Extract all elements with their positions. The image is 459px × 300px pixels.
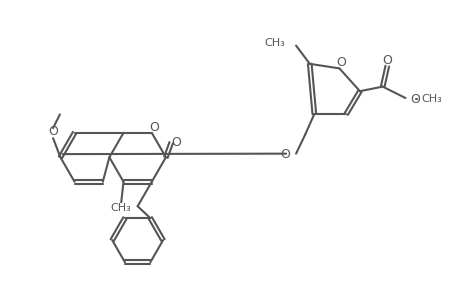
Text: CH₃: CH₃ (111, 203, 131, 213)
Text: O: O (48, 125, 58, 138)
Text: O: O (381, 54, 392, 67)
Text: O: O (410, 93, 420, 106)
Text: O: O (336, 56, 346, 69)
Text: CH₃: CH₃ (263, 38, 284, 48)
Text: O: O (171, 136, 181, 149)
Text: O: O (149, 121, 159, 134)
Text: O: O (279, 148, 289, 161)
Text: CH₃: CH₃ (420, 94, 441, 104)
